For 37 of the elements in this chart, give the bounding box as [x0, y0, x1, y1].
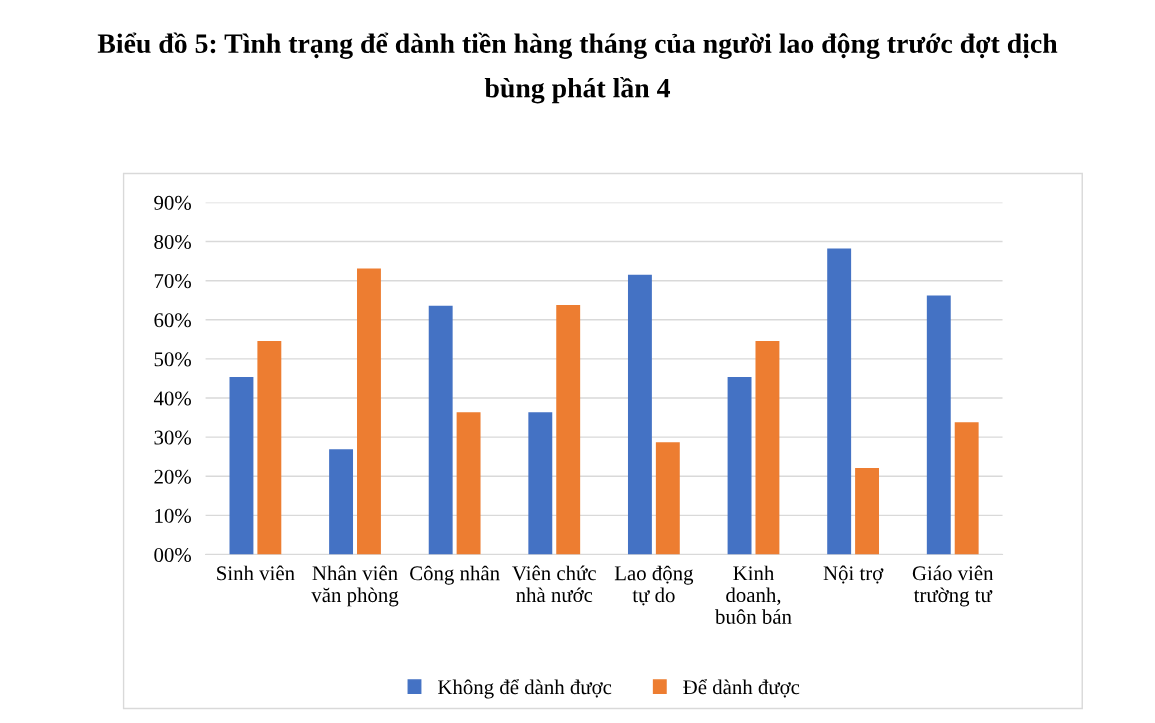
bar — [855, 468, 880, 555]
y-tick-label: 60% — [154, 313, 191, 328]
bar — [229, 376, 254, 555]
bar — [627, 274, 652, 555]
x-tick-label: Kinh doanh, buôn bán — [715, 565, 792, 624]
x-tick-label: Lao động tự do — [614, 565, 694, 606]
y-tick-label: 10% — [155, 508, 191, 523]
x-tick-label: Sinh viên — [217, 565, 295, 581]
x-tick-label: Viên chức nhà nước — [512, 565, 596, 603]
x-tick-label: Giáo viên trường tư — [912, 565, 994, 607]
y-tick-label: 50% — [154, 352, 191, 367]
bar — [954, 422, 979, 555]
bar — [257, 340, 282, 555]
bar — [827, 248, 852, 555]
x-tick-label: Nội trợ — [823, 565, 884, 584]
bar — [329, 449, 354, 555]
chart-title: Biểu đồ 5: Tình trạng để dành tiền hàng tháng của người lao động trước đợt dịch bùng phát lần 4 — [97, 32, 1058, 104]
y-tick-label: 40% — [153, 391, 191, 406]
bar — [556, 304, 581, 555]
bar — [428, 305, 453, 555]
bar — [357, 268, 381, 555]
bar — [727, 376, 752, 555]
y-tick-label: 20% — [154, 469, 191, 484]
y-tick-label: 70% — [154, 274, 191, 289]
legend-label: Không để dành được — [438, 678, 612, 699]
bar — [655, 442, 680, 555]
bar — [456, 412, 481, 555]
bar — [926, 295, 951, 555]
bar — [528, 412, 553, 555]
y-tick-label: 90% — [154, 195, 191, 210]
x-tick-label: Nhân viên văn phòng — [311, 565, 399, 607]
legend-label: Để dành được — [683, 678, 800, 698]
bar — [755, 340, 780, 555]
y-tick-label: 00% — [154, 547, 191, 563]
x-tick-label: Công nhân — [410, 565, 500, 585]
y-tick-label: 30% — [154, 430, 191, 445]
y-tick-label: 80% — [154, 234, 191, 250]
